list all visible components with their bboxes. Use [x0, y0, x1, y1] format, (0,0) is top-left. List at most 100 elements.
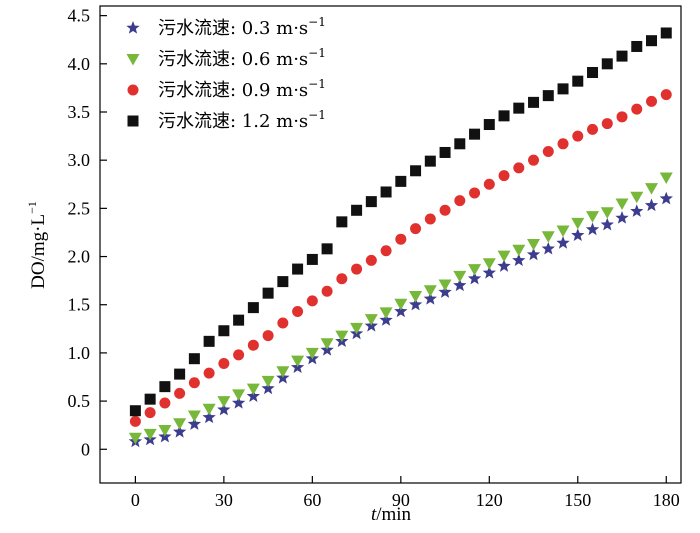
legend-label-text: 污水流速: 0.3 m·s	[158, 18, 308, 39]
data-point	[231, 396, 246, 409]
data-point	[246, 389, 261, 402]
data-point	[351, 204, 363, 216]
y-tick-label: 0.5	[68, 391, 91, 411]
series-2	[128, 172, 673, 445]
data-point	[277, 276, 289, 288]
data-point	[631, 40, 643, 52]
data-point	[541, 241, 555, 255]
legend-label-sup: −1	[308, 77, 326, 91]
data-point	[600, 207, 614, 219]
data-point	[454, 138, 466, 150]
data-point	[144, 407, 156, 419]
data-point	[395, 175, 407, 187]
data-point	[188, 377, 200, 389]
legend-marker	[127, 84, 139, 96]
data-point	[365, 254, 377, 266]
data-point	[262, 330, 274, 342]
y-tick-label: 2.0	[68, 247, 91, 267]
data-point	[217, 396, 231, 408]
legend-label: 污水流速: 0.3 m·s−1	[158, 15, 326, 39]
data-point	[424, 213, 436, 225]
legend-label-sup: −1	[308, 46, 326, 60]
data-point	[469, 187, 481, 199]
legend-label: 污水流速: 0.6 m·s−1	[158, 46, 326, 70]
data-point	[571, 228, 585, 242]
data-point	[262, 287, 274, 299]
data-point	[129, 405, 141, 417]
data-point	[380, 245, 392, 257]
data-point	[173, 418, 187, 430]
data-point	[423, 285, 437, 297]
data-point	[646, 95, 658, 107]
data-point	[512, 253, 526, 267]
data-point	[336, 273, 348, 285]
data-point	[203, 367, 215, 379]
data-point	[542, 146, 554, 158]
data-point	[379, 307, 393, 319]
data-point	[482, 265, 496, 279]
data-point	[174, 387, 186, 399]
data-point	[217, 402, 231, 416]
data-point	[394, 298, 408, 311]
data-point	[513, 162, 525, 174]
data-point	[659, 191, 673, 205]
x-tick-label: 30	[215, 490, 233, 510]
data-point	[306, 253, 318, 265]
data-point	[438, 279, 452, 291]
data-point	[526, 247, 541, 261]
data-point	[616, 111, 628, 123]
data-point	[408, 297, 423, 311]
legend-label-text: 污水流速: 0.9 m·s	[158, 80, 308, 101]
series-4	[129, 27, 672, 417]
data-point	[159, 397, 171, 409]
data-point	[630, 191, 644, 204]
data-point	[202, 403, 216, 416]
data-point	[483, 178, 495, 190]
x-axis-title: t/min	[371, 504, 412, 525]
data-point	[556, 225, 570, 238]
y-tick-label: 3.0	[68, 150, 91, 170]
data-point	[571, 217, 585, 230]
data-point	[409, 291, 423, 303]
data-point	[320, 338, 334, 350]
data-point	[528, 96, 540, 108]
data-point	[659, 172, 673, 185]
data-point	[615, 198, 629, 211]
x-tick-label: 0	[131, 490, 140, 510]
data-point	[557, 83, 569, 95]
data-point	[644, 198, 659, 212]
data-point	[601, 58, 613, 70]
x-axis-title-italic: t	[371, 504, 377, 525]
data-point	[482, 258, 496, 270]
y-tick-label: 2.5	[68, 198, 91, 218]
y-tick-label: 1.5	[68, 295, 91, 315]
y-tick-label: 4.5	[68, 6, 91, 26]
data-point	[645, 183, 659, 195]
data-point	[512, 244, 526, 257]
legend-label: 污水流速: 0.9 m·s−1	[158, 77, 326, 101]
x-tick-label: 60	[303, 490, 321, 510]
data-point	[587, 66, 599, 78]
data-point	[542, 90, 554, 102]
legend-marker	[126, 54, 140, 66]
data-point	[527, 239, 541, 251]
x-tick-label: 90	[392, 490, 410, 510]
data-point	[292, 263, 304, 275]
data-point	[454, 195, 466, 207]
data-point	[128, 432, 142, 445]
data-point	[174, 368, 186, 380]
y-ticks: 0 0.5 1.0 1.5 2.0 2.5 3.0 3.5 4.0 4.5	[68, 6, 107, 459]
data-point	[469, 128, 481, 140]
data-point	[336, 216, 348, 228]
data-point	[129, 415, 141, 427]
data-point	[439, 204, 451, 216]
data-point	[321, 243, 333, 255]
data-point	[660, 89, 672, 101]
data-point	[616, 50, 628, 62]
data-point	[556, 236, 570, 249]
data-point	[646, 35, 658, 47]
legend-label: 污水流速: 1.2 m·s−1	[158, 108, 326, 132]
data-point	[410, 223, 422, 235]
data-point	[497, 250, 511, 263]
